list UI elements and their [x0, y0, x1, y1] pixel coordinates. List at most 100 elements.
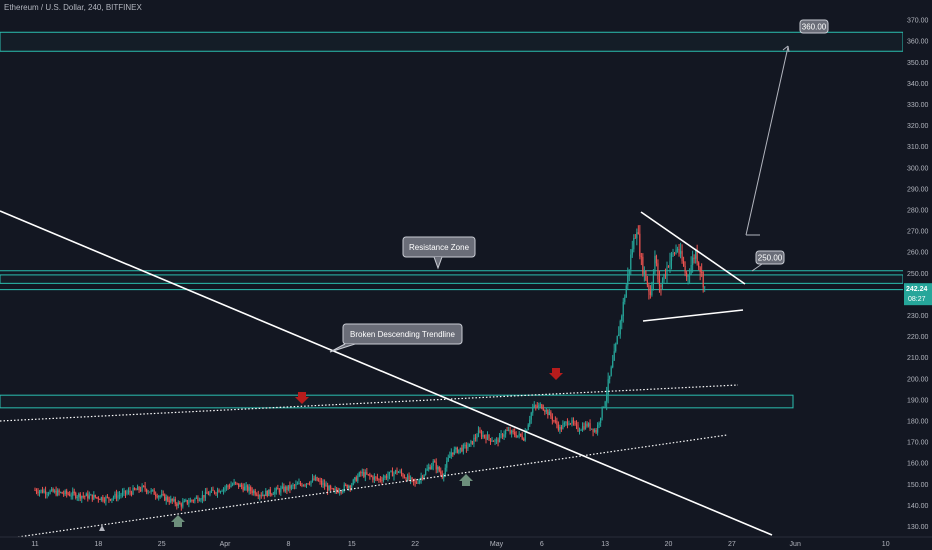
candle-body [46, 493, 48, 495]
candle-body [38, 491, 41, 494]
candle-body [63, 493, 65, 495]
zone-rect[interactable] [0, 274, 904, 284]
candle-body [541, 404, 543, 409]
candle-body [197, 497, 199, 502]
candle-body [360, 472, 362, 474]
drawings-layer[interactable] [0, 45, 790, 538]
candle-body [698, 262, 700, 268]
candle-body [547, 409, 549, 416]
price-tick-label: 180.00 [907, 419, 929, 426]
buy-arrow-icon[interactable] [171, 515, 185, 527]
price-axis-background [903, 0, 932, 550]
price-axis[interactable]: 130.00 140.00 150.00 160.00 170.00 180.00 190.… [903, 0, 932, 550]
price-tick-label: 200.00 [907, 376, 929, 383]
candle-body [453, 449, 455, 455]
lower-dotted-trendline[interactable] [17, 434, 728, 538]
candle-body [121, 492, 124, 496]
candle-body [313, 478, 315, 481]
buy-arrow-icon[interactable] [459, 474, 473, 486]
time-tick-label: 18 [94, 541, 102, 548]
candle-body [468, 443, 470, 447]
candle-body [248, 487, 250, 491]
candle-body [554, 420, 556, 422]
price-tick-label: 320.00 [907, 123, 929, 130]
candle-body [637, 232, 639, 234]
candle-body [70, 495, 72, 497]
candle-body [494, 439, 496, 442]
candle-body [124, 490, 127, 494]
candle-body [432, 461, 434, 466]
candle-body [536, 406, 538, 407]
candle-body [239, 484, 241, 487]
upper-dotted-trendline[interactable] [0, 384, 739, 422]
candle-body [666, 266, 668, 276]
sell-arrow-icon[interactable] [549, 368, 563, 380]
labels-layer[interactable]: Resistance Zone Broken Descending Trendli… [99, 19, 829, 531]
candle-body [640, 256, 642, 258]
candle-body [221, 490, 223, 492]
projection-arrow-line[interactable] [745, 46, 789, 236]
candle-body [189, 500, 191, 503]
candle-body [301, 484, 303, 487]
candle-body [242, 486, 244, 491]
candle-body [50, 488, 53, 491]
candle-body [183, 500, 185, 503]
candle-body [651, 284, 653, 295]
candle-body [686, 272, 688, 277]
candle-body [669, 260, 671, 267]
candle-body [607, 379, 609, 396]
candle-body [372, 476, 374, 480]
candle-body [88, 495, 90, 499]
candle-body [259, 495, 261, 497]
candle-body [330, 486, 332, 489]
sell-arrow-icon[interactable] [295, 392, 309, 404]
candle-body [286, 486, 288, 490]
target-arrow-line[interactable] [751, 263, 763, 272]
candle-body [568, 423, 570, 425]
candle-body [143, 485, 145, 487]
callout-label: Resistance Zone [409, 243, 470, 252]
candle-body [201, 495, 204, 500]
candle-body [66, 490, 68, 494]
candle-body [630, 254, 632, 270]
candle-body [417, 482, 419, 484]
zone-rect[interactable] [0, 31, 904, 52]
candle-body [343, 484, 345, 491]
descending-trendline[interactable] [0, 210, 773, 536]
target-360-label[interactable]: 360.00 [799, 19, 829, 34]
candle-body [384, 475, 386, 479]
candle-body [682, 261, 685, 266]
candle-body [216, 490, 219, 494]
candle-body [485, 436, 487, 440]
last-price-tag[interactable] [904, 283, 932, 306]
time-tick-label: 15 [348, 541, 356, 548]
candle-body [260, 495, 262, 497]
candle-body [583, 426, 585, 430]
candle-body [397, 472, 400, 474]
target-250-label[interactable]: 250.00 [755, 250, 785, 265]
candle-body [333, 488, 335, 491]
candle-body [224, 487, 226, 489]
triangle-lower-line[interactable] [642, 309, 744, 322]
broken-trendline-label[interactable]: Broken Descending Trendline [329, 323, 463, 353]
candle-body [657, 263, 659, 280]
candle-body [268, 489, 270, 496]
candle-body [363, 472, 365, 477]
candle-body [254, 490, 256, 495]
candle-body [91, 494, 93, 500]
candle-body [218, 490, 220, 493]
resistance-zone-label[interactable]: Resistance Zone [402, 236, 476, 270]
time-axis-background [0, 537, 932, 550]
triangle-upper-line[interactable] [640, 211, 746, 285]
candle-body [241, 484, 243, 487]
candle-body [663, 274, 665, 281]
time-axis[interactable]: 11 18 25 Apr 8 15 22 May 6 13 20 27 Jun 10 [0, 536, 932, 550]
candle-body [41, 489, 44, 493]
candle-body [78, 493, 80, 497]
candle-body [250, 487, 252, 491]
candle-body [520, 433, 522, 436]
candle-body [654, 255, 656, 274]
candle-body [586, 423, 588, 427]
candle-body [152, 489, 154, 491]
